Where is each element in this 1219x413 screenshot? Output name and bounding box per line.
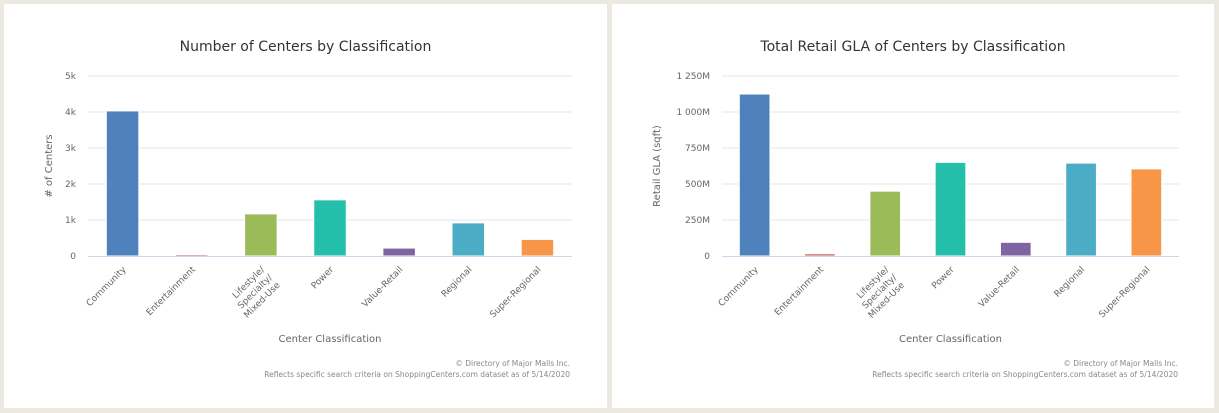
bar-regional <box>1065 162 1097 257</box>
chart-title: Number of Centers by Classification <box>180 39 432 55</box>
y-tick-label: 4k <box>65 108 77 118</box>
chart-panel-centers: Number of Centers by Classification 0 1k 2k… <box>4 4 607 408</box>
bar-value-retail <box>999 241 1032 257</box>
x-tick-label-line: Value-Retail <box>977 265 1022 310</box>
bar-community <box>738 93 771 257</box>
y-tick-label: 1 000M <box>676 108 710 118</box>
credit-dataset-note: Reflects specific search criteria on Sho… <box>872 370 1178 379</box>
x-tick-label-line: Value-Retail <box>360 265 405 310</box>
y-tick-label: 250M <box>685 216 710 226</box>
x-tick-label-line: Power <box>930 265 957 292</box>
x-tick-label: Community <box>717 265 761 309</box>
bar-lifestyle-specialty-mixed-use <box>244 213 278 257</box>
x-tick-label: Entertainment <box>773 265 826 318</box>
x-tick-label-line: Community <box>717 265 761 309</box>
x-tick-label: Value-Retail <box>360 265 405 310</box>
bar-regional <box>451 222 486 257</box>
y-axis-title: Retail GLA (sqft) <box>652 125 663 207</box>
bar-value-retail <box>382 247 416 257</box>
x-tick-label: Entertainment <box>145 265 198 318</box>
x-tick-label-line: Super-Regional <box>1097 265 1152 320</box>
y-tick-label: 5k <box>65 72 77 82</box>
bar-super-regional <box>1130 168 1163 257</box>
y-tick-label: 1 250M <box>676 72 710 82</box>
x-tick-label: Regional <box>1053 265 1088 300</box>
y-tick-label: 750M <box>685 144 710 154</box>
x-tick-label: Power <box>310 265 337 292</box>
x-tick-label: Value-Retail <box>977 265 1022 310</box>
x-axis-title: Center Classification <box>278 334 381 345</box>
x-tick-label-line: Entertainment <box>773 265 826 318</box>
bar-lifestyle-specialty-mixed-use <box>869 190 902 257</box>
x-tick-label: Community <box>85 265 129 309</box>
chart-title: Total Retail GLA of Centers by Classific… <box>759 39 1065 55</box>
chart-centers-count: Number of Centers by Classification 0 1k 2k… <box>44 39 572 379</box>
bar-super-regional <box>520 238 555 257</box>
credit-copyright: © Directory of Major Malls Inc. <box>1063 359 1178 368</box>
x-tick-label-line: Power <box>310 265 337 292</box>
x-axis-title: Center Classification <box>899 334 1002 345</box>
x-tick-label: Lifestyle/Specialty/Mixed-Use <box>227 264 283 320</box>
credit-dataset-note: Reflects specific search criteria on Sho… <box>264 370 570 379</box>
x-tick-label-line: Entertainment <box>145 265 198 318</box>
x-tick-label: Power <box>930 265 957 292</box>
bar-entertainment <box>804 253 836 257</box>
bar-power <box>934 161 967 257</box>
credit-copyright: © Directory of Major Malls Inc. <box>455 359 570 368</box>
x-tick-label: Lifestyle/Specialty/Mixed-Use <box>851 264 907 320</box>
chart-panel-gla: Total Retail GLA of Centers by Classific… <box>612 4 1214 408</box>
y-tick-label: 3k <box>65 144 77 154</box>
bar-entertainment <box>174 254 209 257</box>
x-tick-label: Super-Regional <box>488 265 543 320</box>
x-tick-label-line: Super-Regional <box>488 265 543 320</box>
chart-retail-gla: Total Retail GLA of Centers by Classific… <box>652 39 1179 379</box>
x-tick-label-line: Community <box>85 265 129 309</box>
y-tick-label: 1k <box>65 216 77 226</box>
x-tick-label-line: Regional <box>440 265 475 300</box>
bar-community <box>105 110 140 257</box>
y-tick-label: 500M <box>685 180 710 190</box>
y-tick-label: 0 <box>704 252 710 262</box>
y-axis-title: # of Centers <box>44 134 55 197</box>
y-tick-label: 0 <box>70 252 76 262</box>
x-tick-label: Super-Regional <box>1097 265 1152 320</box>
x-tick-label: Regional <box>440 265 475 300</box>
y-tick-label: 2k <box>65 180 77 190</box>
x-tick-label-line: Regional <box>1053 265 1088 300</box>
bar-power <box>313 199 347 257</box>
